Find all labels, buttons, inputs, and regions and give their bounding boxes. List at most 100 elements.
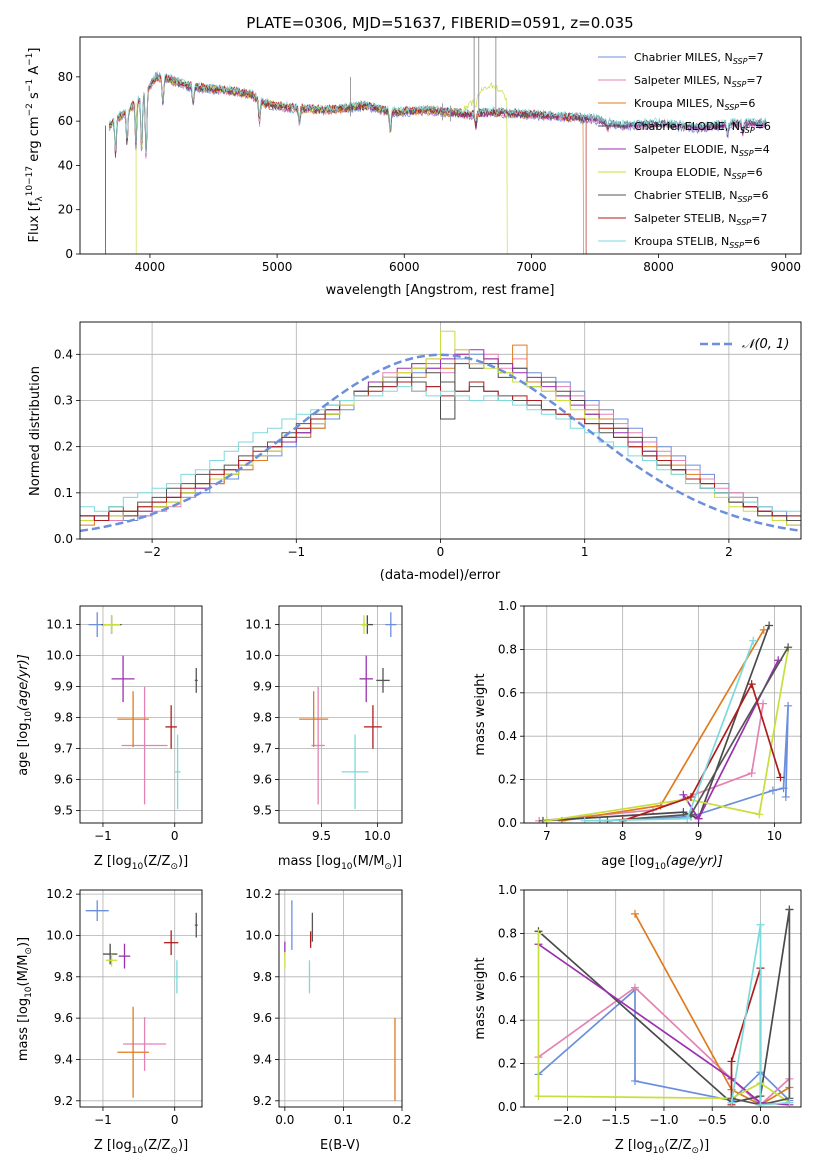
panel-weight_vs_Z: −2.0 −1.5 −1.0 −0.5 0.0 0.0 0.2 0.4 0.6 0.8 1.0 mas… — [473, 883, 802, 1156]
spectrum-line-kroupa-elodie — [109, 74, 508, 254]
axes-frame — [523, 605, 802, 824]
x-tick-label: 9 — [695, 829, 703, 843]
y-tick-label: 9.6 — [54, 773, 73, 787]
y-tick-label: 9.4 — [253, 1052, 272, 1066]
y-tick-label: 0.6 — [498, 686, 517, 700]
plot-area — [284, 900, 396, 1101]
x-axis-label: Z [log10(Z/Z⊙)] — [94, 1138, 188, 1156]
x-tick-label: 0.0 — [275, 1113, 294, 1127]
x-tick-label: 0.2 — [392, 1113, 411, 1127]
plot-area — [534, 905, 794, 1107]
weight-marker — [534, 929, 543, 938]
x-axis-label: Z [log10(Z/Z⊙)] — [94, 854, 188, 872]
weight-marker — [784, 701, 793, 710]
y-tick-label: 9.6 — [253, 1011, 272, 1025]
weight-marker — [630, 1076, 639, 1085]
normal-curve — [80, 353, 801, 533]
grid — [279, 606, 402, 823]
weight-marker — [759, 625, 768, 634]
grid — [80, 606, 202, 823]
axes-frame — [278, 605, 403, 824]
weight-line-chabrier-stelib — [731, 909, 791, 1106]
weight-marker — [542, 816, 551, 823]
y-tick-label: 0.2 — [498, 1057, 517, 1071]
y-tick-label: 0.2 — [498, 773, 517, 787]
y-tick-label: 9.2 — [253, 1094, 272, 1108]
weight-line-salpeter-stelib — [730, 967, 762, 1105]
x-tick-label: 10.0 — [364, 829, 391, 843]
spectrum-line-kroupa-stelib — [108, 70, 767, 154]
y-axis-label: Flux [fλ10−17 erg cm−2 s−1 A−1] — [25, 48, 45, 243]
x-tick-label: 1 — [581, 545, 589, 559]
y-tick-label: 1.0 — [498, 599, 517, 613]
x-tick-label: −1.5 — [601, 1113, 630, 1127]
x-tick-label: 0 — [437, 545, 445, 559]
x-axis-label: mass [log10(M/M⊙)] — [278, 854, 402, 872]
weight-line-chabrier-elodie — [537, 909, 791, 1104]
x-tick-label: −2.0 — [553, 1113, 582, 1127]
y-tick-label: 9.9 — [54, 680, 73, 694]
weight-marker — [765, 621, 774, 630]
y-tick-label: 60 — [58, 114, 73, 128]
axes-frame — [278, 889, 403, 1108]
x-tick-label: 9.5 — [312, 829, 331, 843]
x-axis-label: (data-model)/error — [380, 568, 501, 583]
weight-marker — [727, 1098, 736, 1107]
weight-marker — [686, 792, 695, 801]
y-axis-label: mass weight — [473, 957, 488, 1039]
legend-label: Kroupa ELODIE, NSSP=6 — [634, 166, 763, 181]
histogram-kroupa-stelib — [80, 386, 801, 539]
y-tick-label: 10.1 — [245, 618, 272, 632]
x-tick-label: −0.5 — [698, 1113, 727, 1127]
y-tick-label: 0.0 — [498, 1100, 517, 1114]
plot-area — [299, 612, 397, 810]
weight-marker — [784, 643, 793, 652]
x-tick-label: −2 — [143, 545, 161, 559]
x-tick-label: 2 — [725, 545, 733, 559]
weight-marker — [694, 814, 703, 823]
y-tick-label: 40 — [58, 158, 73, 172]
x-tick-label: 0 — [171, 829, 179, 843]
x-tick-label: 7000 — [516, 260, 547, 274]
y-tick-label: 9.5 — [253, 804, 272, 818]
y-tick-label: 9.2 — [54, 1094, 73, 1108]
x-tick-label: 8 — [619, 829, 627, 843]
x-tick-label: 0.1 — [334, 1113, 353, 1127]
legend-label: Chabrier STELIB, NSSP=6 — [634, 189, 768, 204]
panel-spectrum: 4000 5000 6000 7000 8000 9000 0 20 40 60 80 wavelen… — [25, 36, 802, 298]
legend-label: Kroupa MILES, NSSP=6 — [634, 97, 755, 112]
panel-residuals: −2 −1 0 1 2 0.0 0.1 0.2 0.3 0.4 (data-model)/error… — [28, 321, 802, 583]
y-tick-label: 9.8 — [54, 711, 73, 725]
panel-mass_vs_EBV: 0.0 0.1 0.2 9.2 9.4 9.6 9.8 10.0 10.2 E(B-V) — [245, 887, 411, 1153]
y-tick-label: 0.8 — [498, 642, 517, 656]
x-tick-label: 10 — [767, 829, 782, 843]
y-tick-label: 0.4 — [54, 347, 73, 361]
y-tick-label: 0.0 — [498, 816, 517, 830]
weight-marker — [747, 769, 756, 778]
y-tick-label: 9.6 — [54, 1011, 73, 1025]
y-tick-label: 0.6 — [498, 970, 517, 984]
y-tick-label: 0.3 — [54, 393, 73, 407]
weight-marker — [756, 1100, 765, 1107]
y-tick-label: 10.0 — [46, 649, 73, 663]
spectrum-line-salpeter-stelib — [105, 72, 587, 254]
weight-line-kroupa-stelib — [730, 924, 790, 1106]
legend: Chabrier MILES, NSSP=7 Salpeter MILES, NS… — [598, 51, 771, 250]
x-tick-label: 4000 — [135, 260, 166, 274]
weight-marker — [683, 814, 692, 823]
weight-line-chabrier-miles — [537, 987, 790, 1102]
y-tick-label: 0 — [65, 247, 73, 261]
weight-marker — [755, 810, 764, 819]
weight-marker — [756, 920, 765, 929]
y-tick-label: 10.2 — [46, 887, 73, 901]
weight-marker — [768, 786, 777, 795]
weight-marker — [727, 1057, 736, 1066]
y-tick-label: 9.9 — [253, 680, 272, 694]
x-tick-label: 6000 — [389, 260, 420, 274]
legend-label: 𝒩(0, 1) — [742, 337, 789, 352]
weight-marker — [779, 784, 788, 793]
weight-line-salpeter-elodie — [682, 659, 779, 821]
axes-frame — [79, 36, 802, 255]
weight-marker — [747, 680, 756, 689]
plot-area — [105, 37, 767, 254]
